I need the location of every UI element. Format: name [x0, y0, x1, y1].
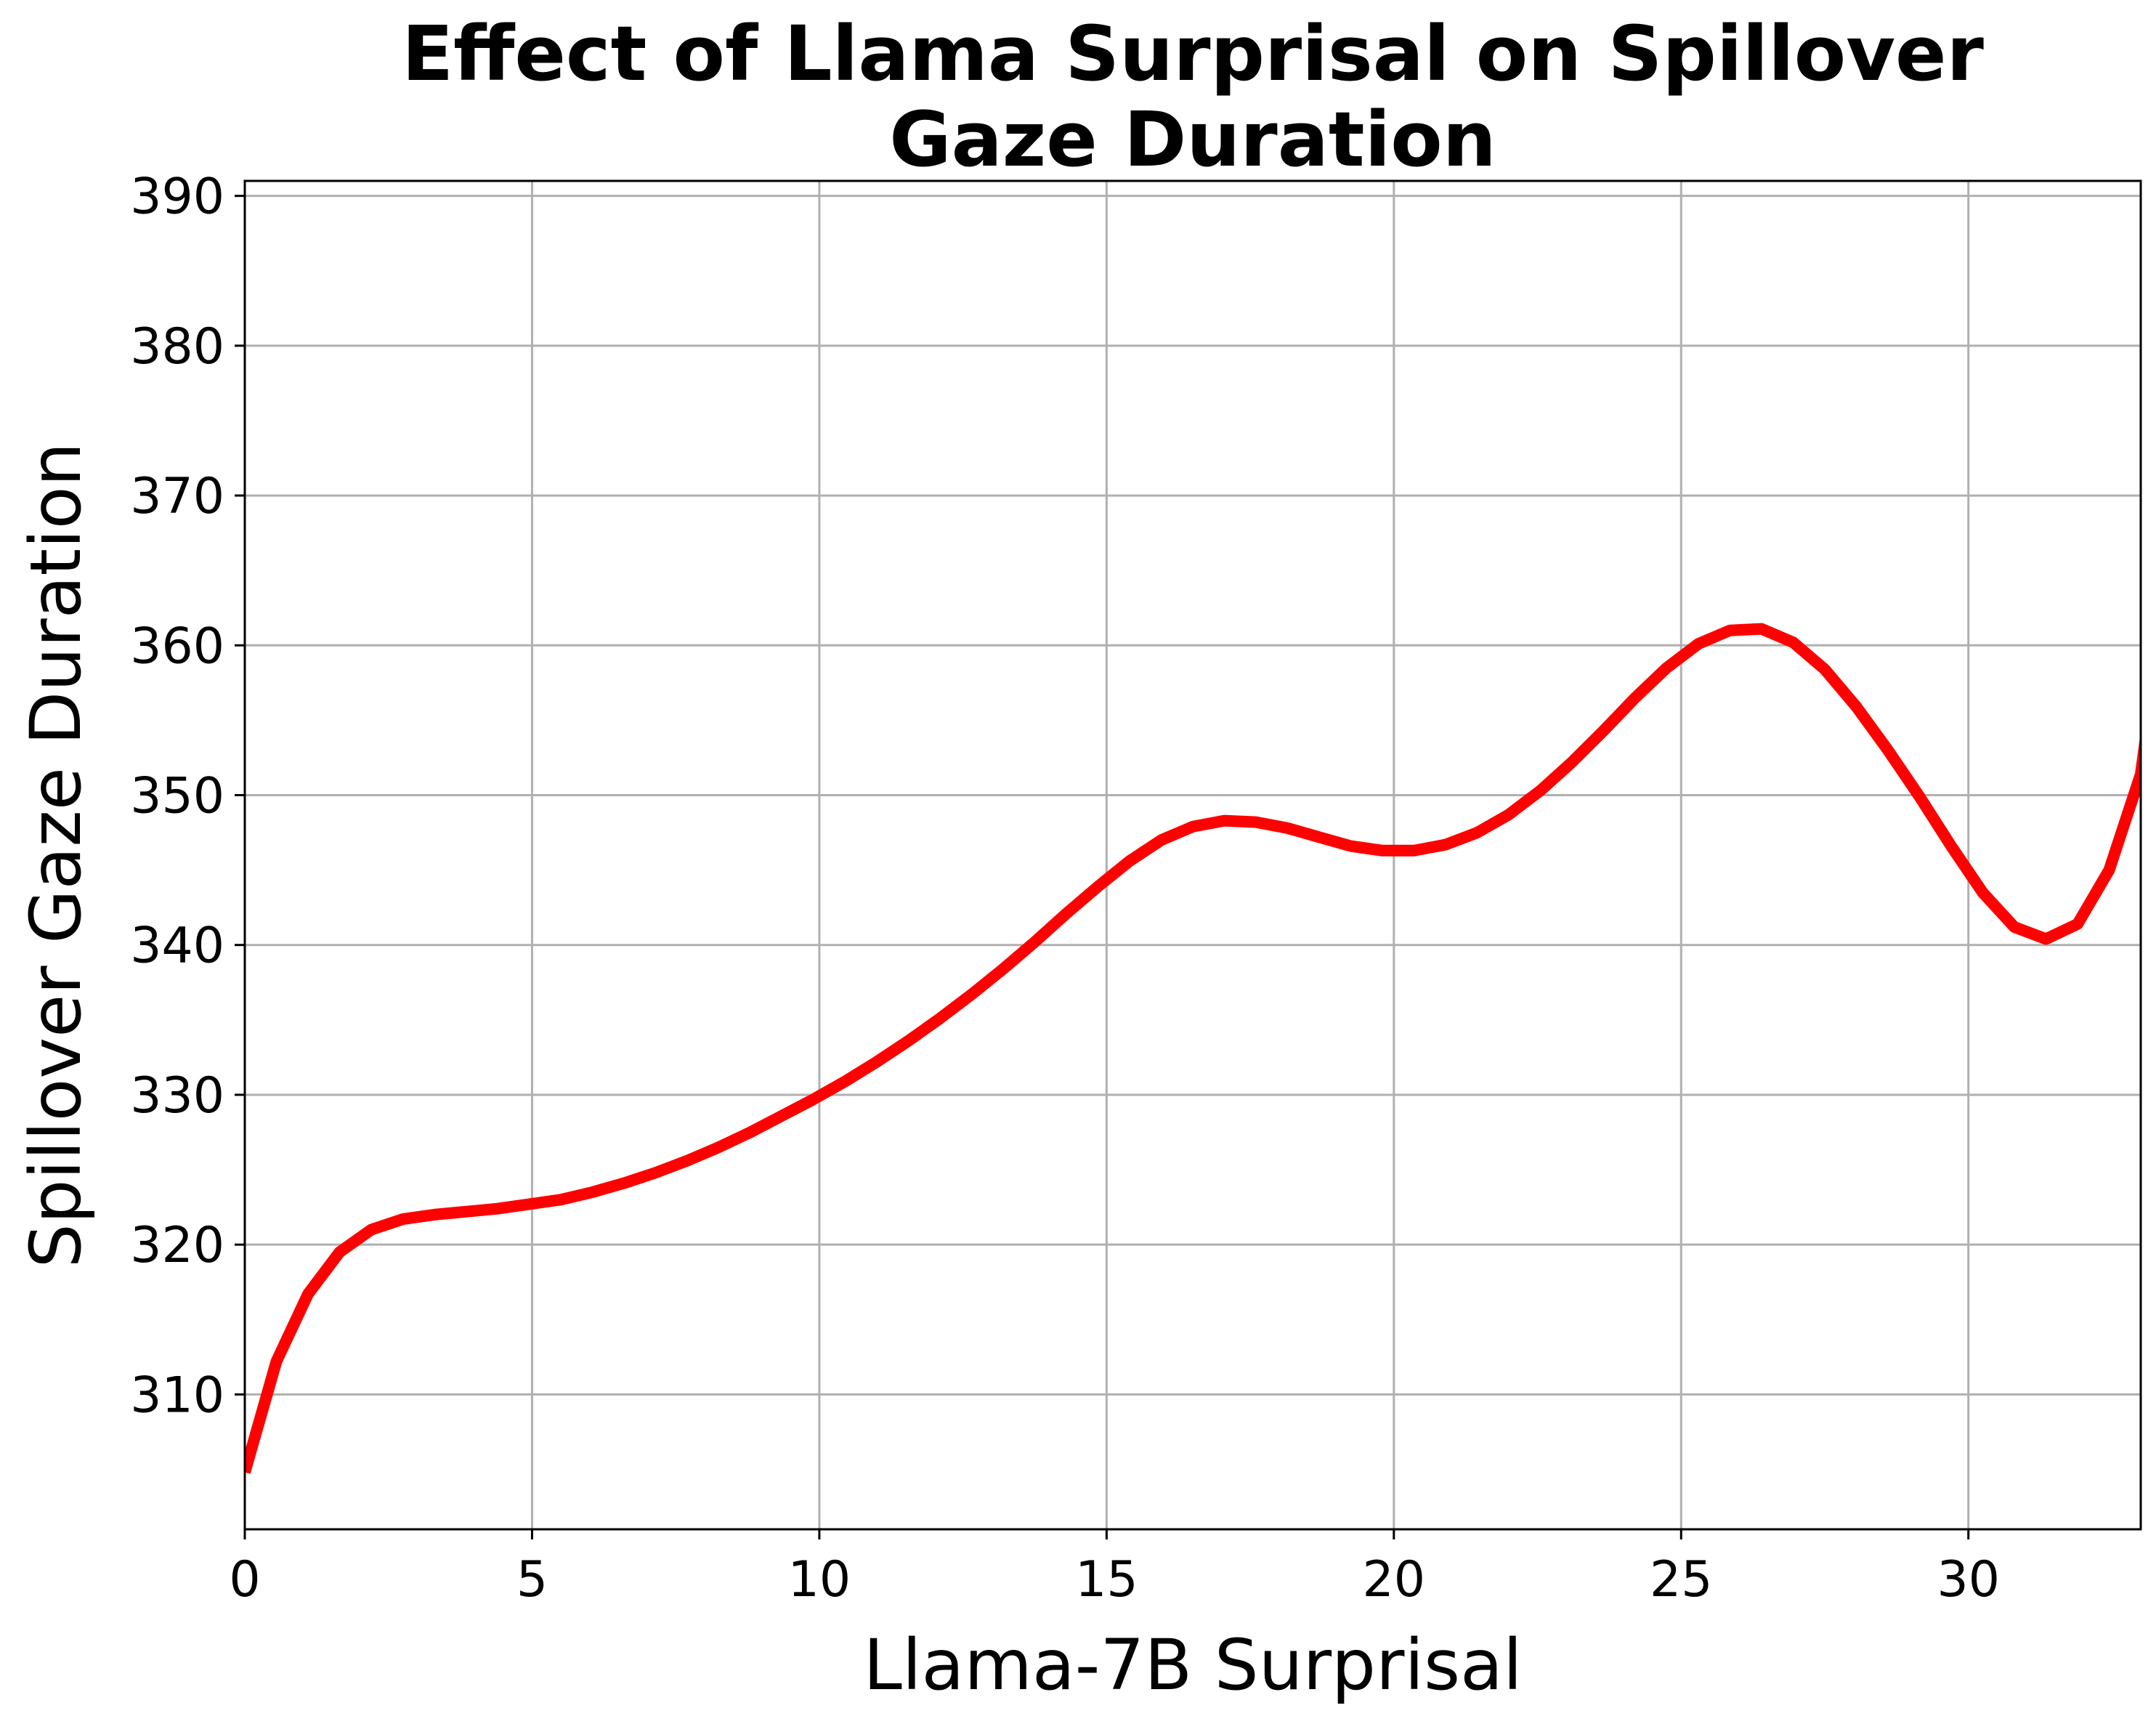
x-axis-label: Llama-7B Surprisal — [863, 1624, 1522, 1706]
y-axis-label: Spillover Gaze Duration — [15, 442, 97, 1268]
x-tick-label: 15 — [1075, 1551, 1138, 1608]
series-line — [245, 623, 2141, 1474]
y-tick-label: 360 — [130, 618, 224, 675]
x-tick-label: 30 — [1937, 1551, 2000, 1608]
y-tick-label: 320 — [130, 1217, 224, 1274]
y-tick-label: 310 — [130, 1367, 224, 1424]
x-tick-label: 5 — [516, 1551, 548, 1608]
x-tick-label: 20 — [1363, 1551, 1426, 1608]
x-tick-label: 0 — [229, 1551, 260, 1608]
plot-frame — [243, 179, 2142, 1531]
chart-title-line-2: Gaze Duration — [889, 95, 1496, 184]
y-tick-label: 380 — [130, 318, 224, 376]
y-tick-label: 340 — [130, 918, 224, 975]
y-tick-label: 370 — [130, 468, 224, 525]
tick-marks — [235, 195, 1970, 1539]
tick-labels: 0 5 10 15 20 25 30 310 320 330 340 350 360 370 380 390 — [130, 169, 2000, 1608]
x-tick-label: 10 — [788, 1551, 851, 1608]
series-layer — [245, 623, 2141, 1474]
y-tick-label: 350 — [130, 768, 224, 825]
y-tick-label: 330 — [130, 1067, 224, 1125]
grid-lines — [243, 181, 2141, 1529]
chart-title-line-1: Effect of Llama Surprisal on Spillover — [402, 9, 1984, 98]
x-tick-label: 25 — [1650, 1551, 1713, 1608]
y-tick-label: 390 — [130, 169, 224, 226]
